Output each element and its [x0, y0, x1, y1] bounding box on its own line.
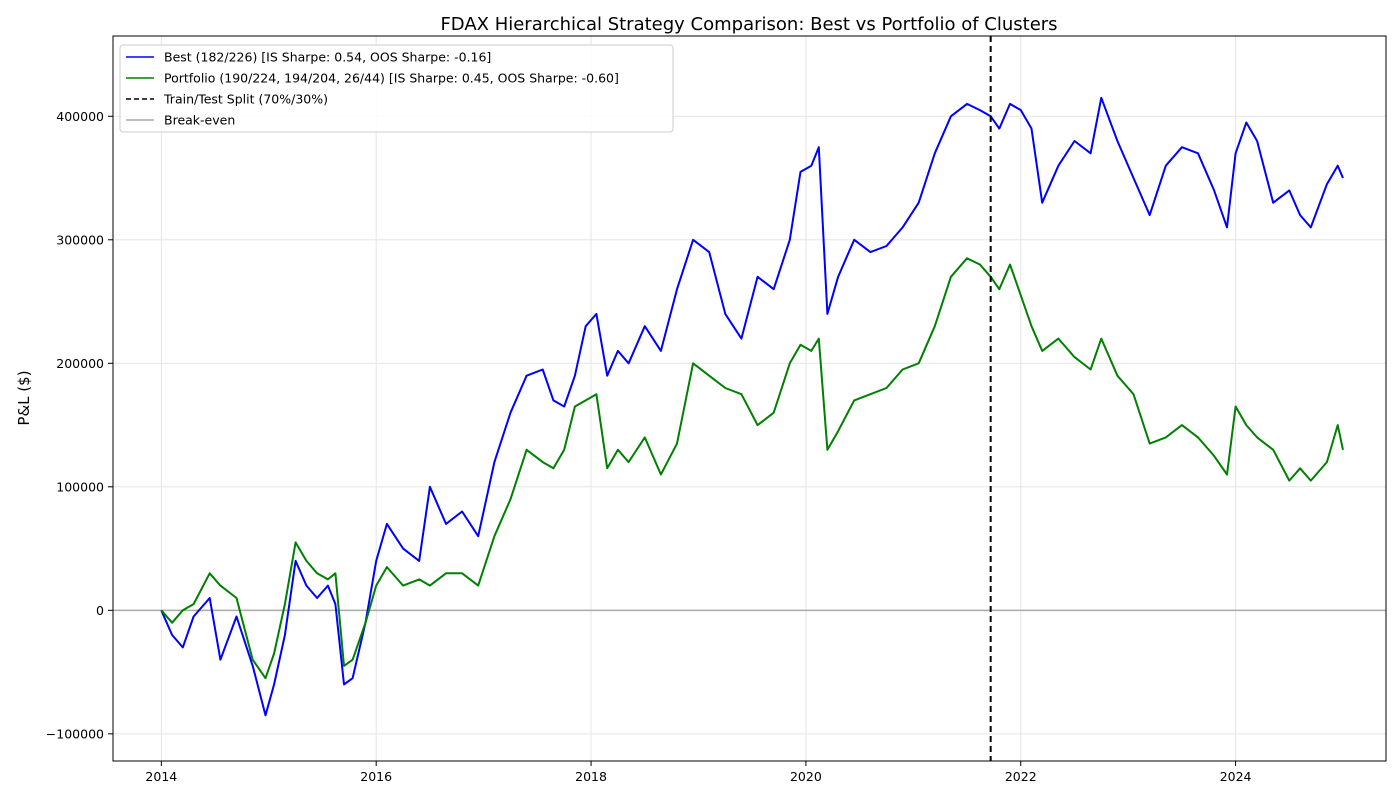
y-tick-label: 200000: [56, 356, 104, 371]
y-tick-label: 400000: [56, 109, 104, 124]
x-tick-label: 2018: [575, 769, 607, 784]
legend-label: Train/Test Split (70%/30%): [163, 92, 328, 107]
series-layer: [160, 96, 1344, 717]
x-tick-label: 2016: [360, 769, 392, 784]
legend-label: Best (182/226) [IS Sharpe: 0.54, OOS Sha…: [164, 50, 491, 65]
portfolio-series-line: [160, 257, 1344, 680]
plot-frame: [112, 35, 1387, 762]
y-axis-label: P&L ($): [15, 370, 33, 425]
x-tick-label: 2024: [1220, 769, 1252, 784]
legend-label: Break-even: [164, 113, 235, 128]
x-tick-label: 2014: [145, 769, 177, 784]
x-axis-ticks: 2014 2016 2018 2020 2022 2024: [145, 761, 1252, 784]
legend-box: [119, 44, 674, 133]
x-tick-label: 2022: [1005, 769, 1037, 784]
best-series-line: [160, 96, 1344, 717]
y-tick-label: −100000: [46, 726, 104, 741]
grid: [113, 36, 1386, 761]
chart-title: FDAX Hierarchical Strategy Comparison: B…: [440, 14, 1057, 35]
x-tick-label: 2020: [790, 769, 822, 784]
y-tick-label: 0: [96, 603, 104, 618]
legend-label: Portfolio (190/224, 194/204, 26/44) [IS …: [164, 71, 619, 86]
y-tick-label: 100000: [56, 479, 104, 494]
legend: Best (182/226) [IS Sharpe: 0.54, OOS Sha…: [119, 44, 674, 133]
y-tick-label: 300000: [56, 232, 104, 247]
y-axis-ticks: −100000 0 100000 200000 300000 400000: [46, 109, 113, 741]
